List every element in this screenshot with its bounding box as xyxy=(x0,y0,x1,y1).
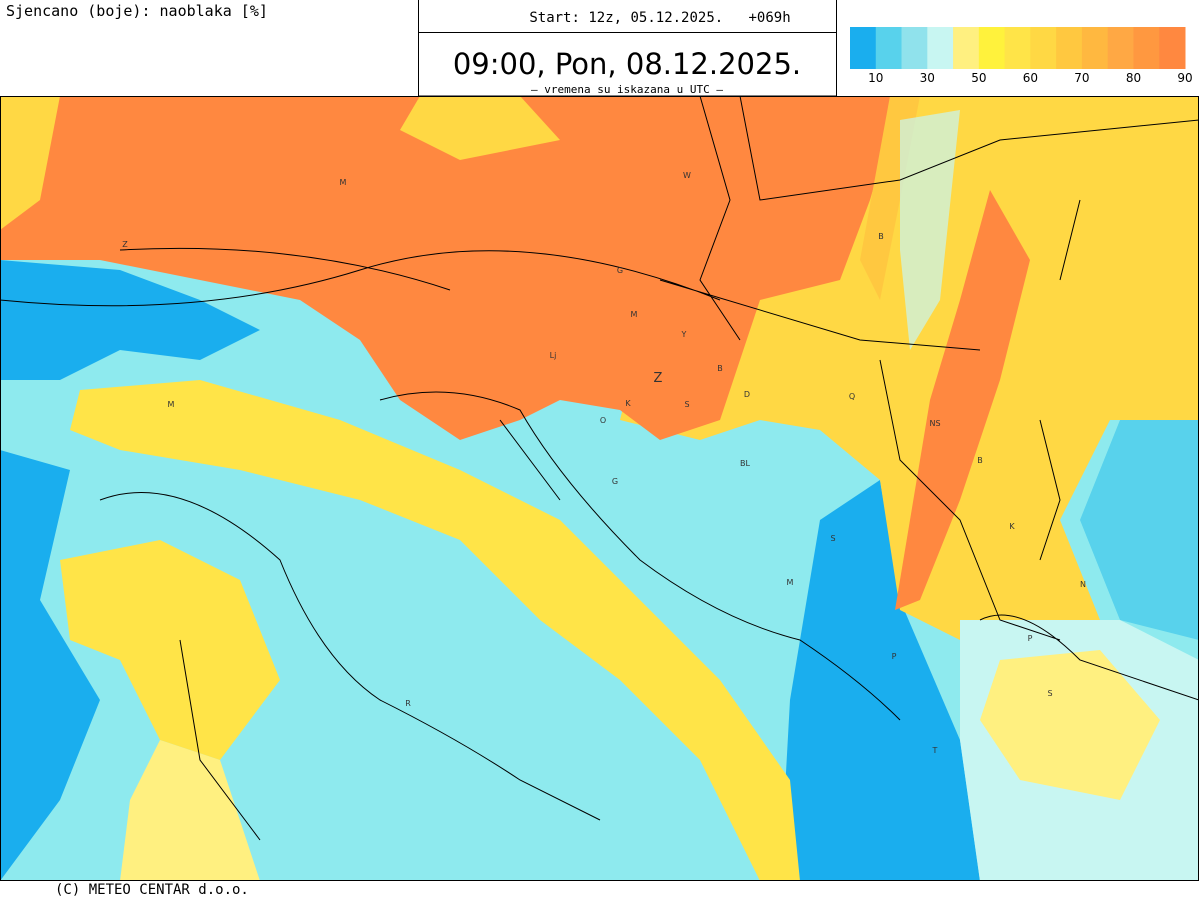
legend: 10 30 50 60 70 80 90 xyxy=(850,27,1193,85)
legend-swatch xyxy=(1056,27,1083,69)
map-label: M xyxy=(168,400,175,409)
map-label: K xyxy=(1009,522,1015,531)
legend-label: 90 xyxy=(1177,71,1192,85)
map-label: M xyxy=(340,178,347,187)
legend-swatch xyxy=(1159,27,1186,69)
borders-coastlines xyxy=(0,96,1199,841)
legend-swatch xyxy=(901,27,928,69)
legend-label: 30 xyxy=(920,71,935,85)
map-label: S xyxy=(830,534,835,543)
map-label: Q xyxy=(849,392,855,401)
header-box xyxy=(418,0,837,97)
map-label: P xyxy=(1028,634,1033,643)
map-label: BL xyxy=(740,459,750,468)
legend-label: 70 xyxy=(1074,71,1089,85)
map-label: R xyxy=(405,699,411,708)
legend-label: 50 xyxy=(971,71,986,85)
legend-swatch xyxy=(1004,27,1031,69)
map-frame xyxy=(0,96,1199,881)
map-label: T xyxy=(932,746,938,755)
orange-area xyxy=(0,96,900,440)
legend-label: 60 xyxy=(1023,71,1038,85)
legend-swatch xyxy=(1107,27,1134,69)
map-label: O xyxy=(600,416,606,425)
legend-swatch xyxy=(850,27,877,69)
map-label: B xyxy=(977,456,983,465)
map-label: Z xyxy=(122,240,128,249)
run-start: Start: 12z, 05.12.2025. +069h xyxy=(529,10,790,26)
copyright: (C) METEO CENTAR d.o.o. xyxy=(55,882,249,898)
light-streak xyxy=(900,110,960,350)
map-label: W xyxy=(683,171,691,180)
yellow-area xyxy=(120,740,260,881)
orange-streak xyxy=(895,190,1030,610)
valid-time: 09:00, Pon, 08.12.2025. xyxy=(453,47,801,81)
map-label: S xyxy=(1047,689,1052,698)
utc-note: – vremena su iskazana u UTC – xyxy=(531,83,723,96)
yellow-area xyxy=(60,540,280,760)
yellow-area xyxy=(400,96,560,160)
map-label: Lj xyxy=(550,351,557,360)
legend-label: 80 xyxy=(1126,71,1141,85)
legend-swatch xyxy=(1030,27,1057,69)
map-label: K xyxy=(625,399,631,408)
legend-label: 10 xyxy=(868,71,883,85)
yellow-area xyxy=(980,650,1160,800)
legend-swatch xyxy=(1081,27,1109,69)
map-label: P xyxy=(892,652,897,661)
legend-swatch xyxy=(978,27,1006,69)
map-label: NS xyxy=(929,419,940,428)
yellow-band xyxy=(70,380,800,881)
map-label: B xyxy=(878,232,884,241)
map-label: Y xyxy=(681,330,687,339)
legend-swatch xyxy=(953,27,980,69)
map-label: G xyxy=(617,266,623,275)
map-label: S xyxy=(684,400,689,409)
blue-area xyxy=(0,260,260,380)
map-label: G xyxy=(612,477,618,486)
blue-area xyxy=(1080,400,1199,640)
map-label: N xyxy=(1080,580,1086,589)
legend-swatch xyxy=(1133,27,1160,69)
map-label: M xyxy=(787,578,794,587)
map-label: B xyxy=(717,364,723,373)
blue-area xyxy=(780,480,980,881)
map-label: M xyxy=(631,310,638,319)
legend-swatch xyxy=(875,27,903,69)
map-label: D xyxy=(744,390,750,399)
map-title: Sjencano (boje): naoblaka [%] xyxy=(6,2,268,20)
blue-area xyxy=(0,450,100,881)
yellow-area xyxy=(0,96,60,230)
map-label: Z xyxy=(654,371,663,386)
legend-swatch xyxy=(927,27,954,69)
map-labels: M W Z B G M Y Lj Z B D Q K S O M NS BL B… xyxy=(122,171,1086,755)
map: M W Z B G M Y Lj Z B D Q K S O M NS BL B… xyxy=(0,96,1199,881)
